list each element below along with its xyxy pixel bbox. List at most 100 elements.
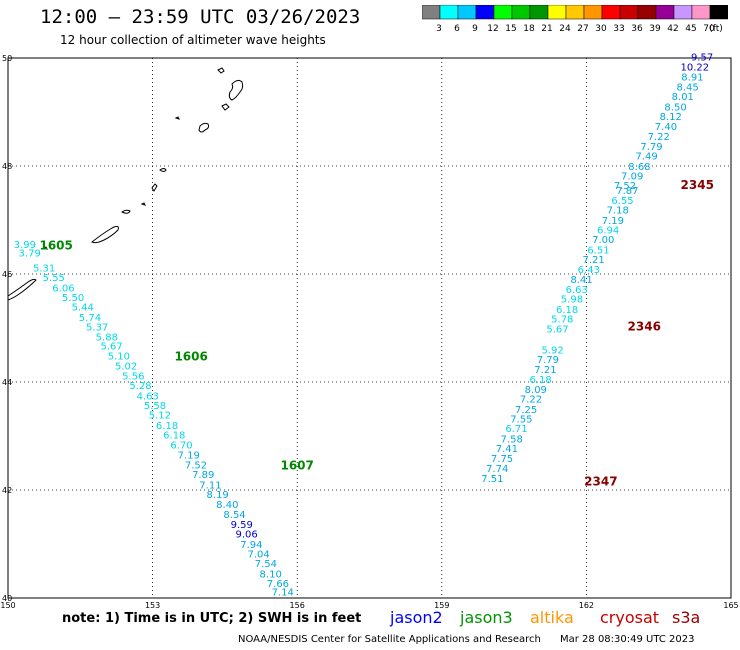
legend-tick-label: 36 [631,24,643,34]
footer-note: note: 1) Time is in UTC; 2) SWH is in fe… [62,611,362,626]
coastline-outline [7,278,37,301]
wave-height-color-legend: 3 6 9 12 15 18 21 24 27 30 33 36 39 42 45 70(ft) [422,5,728,34]
wave-height-label: 5.50 [62,293,84,304]
pass-number-label: 2345 [681,178,714,192]
legend-tick-label: 33 [613,24,624,34]
wave-height-label: 6.71 [505,424,527,435]
legend-tick-label: 39 [649,24,661,34]
wave-height-label: 7.79 [537,355,559,366]
wave-height-label: 7.22 [520,395,542,406]
wave-height-label: 6.55 [611,196,633,207]
wave-height-label: 8.10 [260,569,282,580]
wave-height-label: 7.11 [199,480,221,491]
wave-height-label: 9.57 [691,53,713,64]
latitude-tick-label: 48 [2,162,12,171]
wave-height-label: 7.41 [496,444,518,455]
wave-height-label: 10.22 [681,62,710,73]
legend-tick-label: 21 [541,24,552,34]
wave-height-label: 8.19 [207,490,229,501]
wave-height-label: 5.98 [561,295,583,306]
wave-height-label: 7.19 [602,216,624,227]
wave-height-label: 6.18 [556,305,578,316]
legend-unit: (ft) [709,24,723,34]
wave-height-label: 8.45 [676,82,698,93]
island-outline [91,225,119,244]
legend-swatch [709,5,728,20]
wave-height-label: 9.59 [231,520,253,531]
wave-height-label: 5.56 [122,371,144,382]
longitude-tick-label: 162 [579,601,594,610]
wave-height-label: 7.66 [267,579,289,590]
wave-height-label: 7.54 [255,559,277,570]
wave-height-label: 5.44 [72,303,94,314]
latitude-tick-label: 50 [2,54,12,63]
legend-tick-label: 3 [436,24,442,34]
wave-height-label: 8.91 [681,73,703,84]
wave-height-label: 7.87 [616,186,638,197]
wave-height-label: 8.12 [660,112,682,123]
wave-height-label: 7.75 [491,454,513,465]
wave-height-label: 8.40 [216,500,238,511]
wave-height-label: 5.88 [96,332,118,343]
island-outline [221,103,230,111]
legend-tick-label: 27 [577,24,588,34]
wave-height-label: 5.67 [546,324,568,335]
wave-height-label: 6.70 [170,440,192,451]
legend-tick-label: 18 [523,24,535,34]
island-outline [42,246,48,250]
wave-height-label: 7.49 [636,152,658,163]
wave-height-label: 5.02 [115,362,137,373]
wave-height-label: 7.55 [510,415,532,426]
wave-height-label: 7.52 [614,181,636,192]
latitude-tick-label: 46 [2,270,12,279]
legend-tick-label: 15 [505,24,516,34]
wave-height-label: 7.21 [534,365,556,376]
legend-tick-label: 70 [703,24,715,34]
wave-height-label: 7.19 [178,451,200,462]
latitude-tick-label: 40 [2,594,12,603]
track-east: 9.5710.228.918.458.018.508.127.407.227.7… [481,53,713,485]
wave-height-label: 5.92 [542,345,564,356]
satellite-jason3: jason3 [460,608,513,627]
wave-height-label: 7.74 [486,464,508,475]
wave-height-label: 7.09 [621,172,643,183]
timestamp-text: Mar 28 08:30:49 UTC 2023 [560,634,695,645]
wave-height-label: 3.99 [14,240,36,251]
legend-tick-label: 12 [487,24,498,34]
island-outline [159,168,167,172]
wave-height-label: 6.43 [578,265,600,276]
wave-height-label: 5.74 [79,313,101,324]
wave-height-label: 6.63 [566,285,588,296]
pass-number-label: 1606 [174,349,207,363]
legend-tick-label: 45 [685,24,696,34]
wave-height-label: 6.18 [529,375,551,386]
wave-height-label: 5.67 [100,342,122,353]
island-outline [174,116,180,120]
legend-tick-label: 6 [454,24,460,34]
wave-height-label: 8.41 [570,275,592,286]
wave-height-label: 5.12 [149,411,171,422]
wave-height-label: 6.51 [587,245,609,256]
wave-height-label: 7.18 [607,206,629,217]
wave-height-label: 3.79 [19,249,41,260]
island-outline [228,79,244,101]
wave-height-label: 7.14 [272,587,294,598]
latitude-tick-label: 42 [2,486,12,495]
island-outline [151,183,158,192]
wave-height-label: 8.01 [672,92,694,103]
pass-number-label: 1605 [39,239,72,253]
island-outline [121,209,131,214]
wave-height-label: 4.63 [137,391,159,402]
wave-height-label: 7.25 [515,405,537,416]
legend-tick-label: 9 [472,24,478,34]
latitude-tick-label: 44 [2,378,12,387]
wave-height-label: 5.58 [144,401,166,412]
wave-height-label: 7.79 [640,142,662,153]
pass-number-label: 2346 [628,320,661,334]
wave-height-label: 7.58 [501,434,523,445]
wave-height-label: 7.21 [582,255,604,266]
wave-height-label: 5.10 [108,351,130,362]
wave-height-label: 7.89 [192,470,214,481]
wave-height-label: 5.37 [86,323,108,334]
pass-number-label: 2347 [584,475,617,489]
